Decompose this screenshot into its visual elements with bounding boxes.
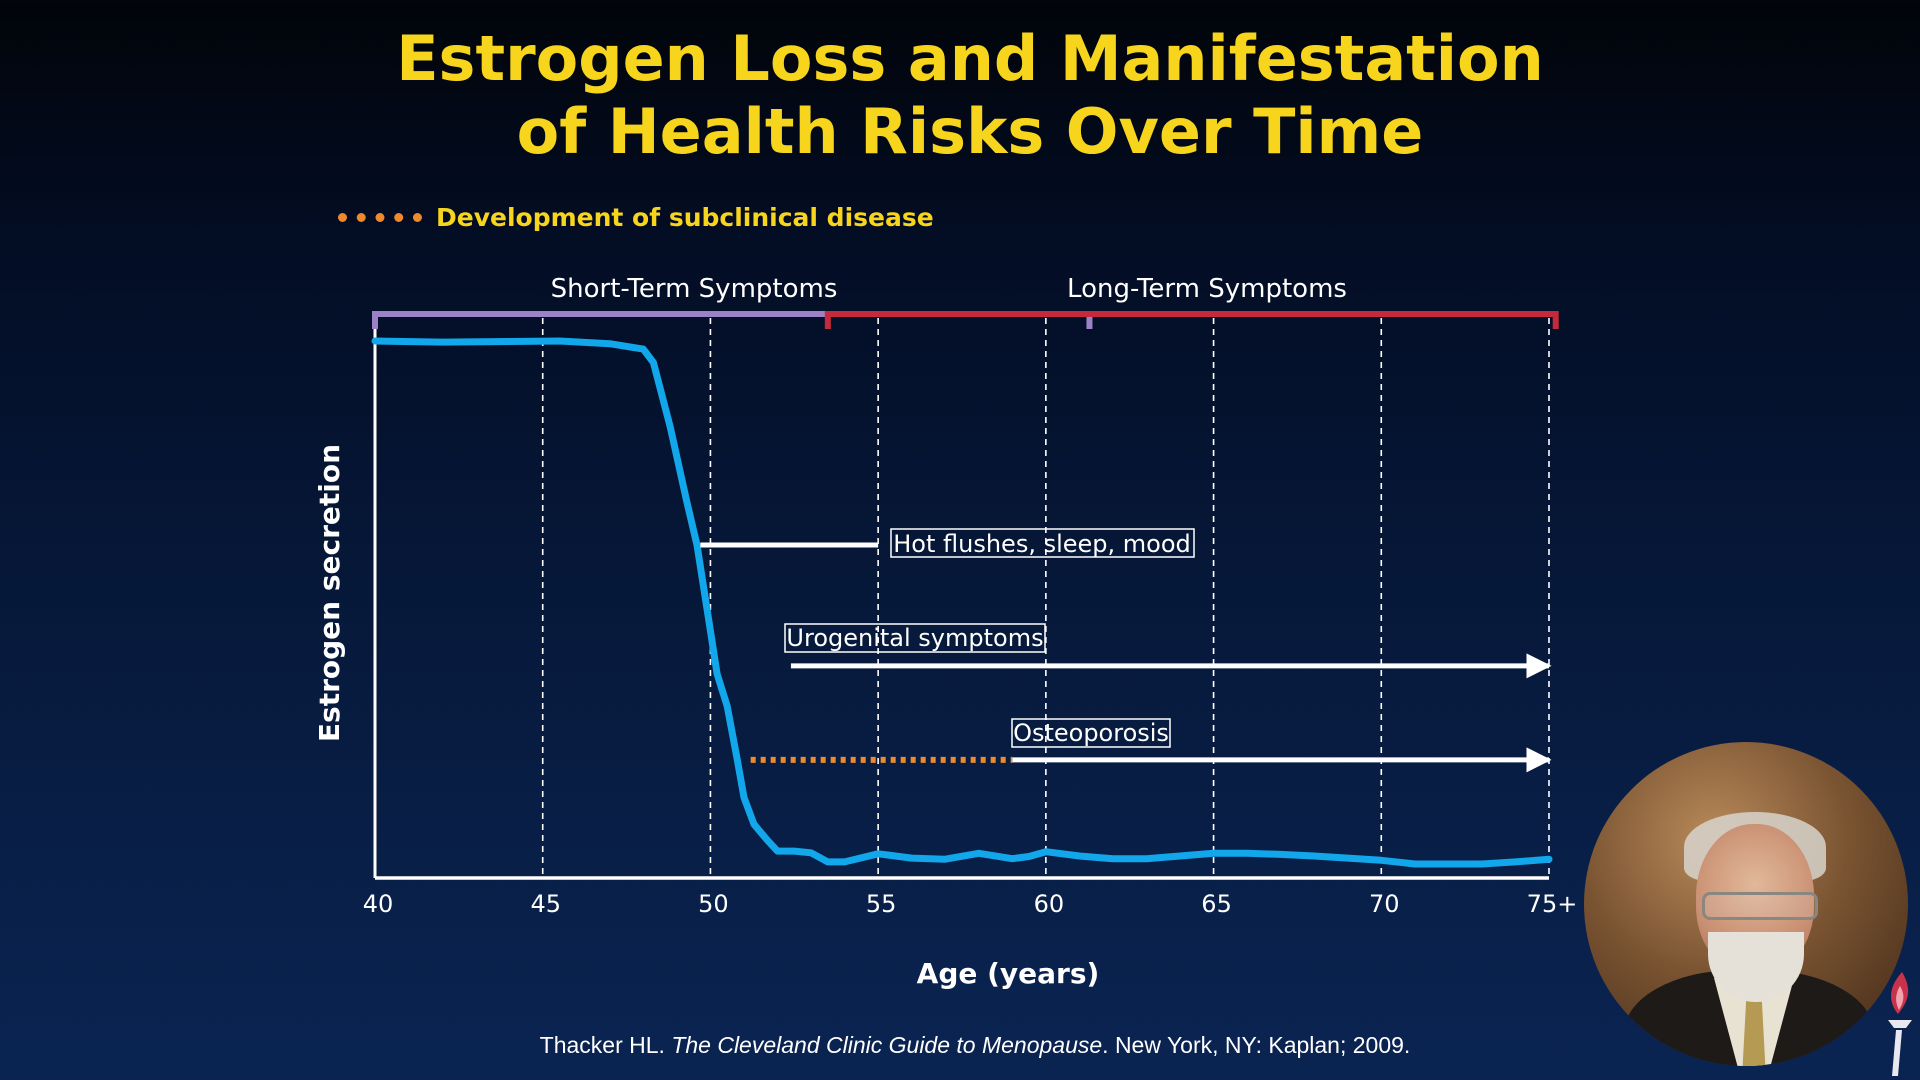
x-tick-label-55: 55 bbox=[866, 890, 897, 918]
osteoporosis-label: Osteoporosis bbox=[1013, 719, 1169, 747]
presenter-video-thumbnail bbox=[1584, 742, 1908, 1066]
x-tick-label-70: 70 bbox=[1369, 890, 1400, 918]
legend-swatch-dotted bbox=[338, 212, 422, 222]
hot-flushes-label: Hot flushes, sleep, mood bbox=[893, 530, 1191, 558]
y-axis-label: Estrogen secretion bbox=[313, 444, 346, 742]
urogenital-box bbox=[784, 623, 1046, 653]
legend: Development of subclinical disease bbox=[338, 202, 934, 232]
x-tick-label-45: 45 bbox=[530, 890, 561, 918]
hot-flushes-box bbox=[890, 528, 1195, 558]
citation-suffix: . New York, NY: Kaplan; 2009. bbox=[1102, 1032, 1411, 1058]
short-term-bracket bbox=[372, 311, 1093, 329]
title-line-1: Estrogen Loss and Manifestation bbox=[396, 22, 1544, 95]
slide-title: Estrogen Loss and Manifestation of Healt… bbox=[0, 22, 1920, 168]
long-term-bracket bbox=[824, 311, 1559, 329]
x-tick-label-60: 60 bbox=[1034, 890, 1065, 918]
citation-title: The Cleveland Clinic Guide to Menopause bbox=[671, 1032, 1103, 1058]
urogenital-label: Urogenital symptoms bbox=[786, 624, 1043, 652]
citation-prefix: Thacker HL. bbox=[539, 1032, 672, 1058]
torch-logo-icon bbox=[1888, 972, 1912, 1076]
estrogen-curve-line bbox=[371, 337, 1553, 868]
osteoporosis-box bbox=[1011, 718, 1171, 748]
short-term-label: Short-Term Symptoms bbox=[551, 274, 838, 304]
x-tick-label-40: 40 bbox=[363, 890, 394, 918]
x-tick-label-50: 50 bbox=[698, 890, 729, 918]
title-line-2: of Health Risks Over Time bbox=[516, 95, 1424, 168]
long-term-label: Long-Term Symptoms bbox=[1067, 274, 1347, 304]
citation: Thacker HL. The Cleveland Clinic Guide t… bbox=[0, 1032, 1920, 1059]
legend-label: Development of subclinical disease bbox=[436, 202, 934, 232]
x-axis-label: Age (years) bbox=[917, 957, 1100, 990]
x-tick-label-75plus: 75+ bbox=[1527, 890, 1578, 918]
x-tick-label-65: 65 bbox=[1201, 890, 1232, 918]
